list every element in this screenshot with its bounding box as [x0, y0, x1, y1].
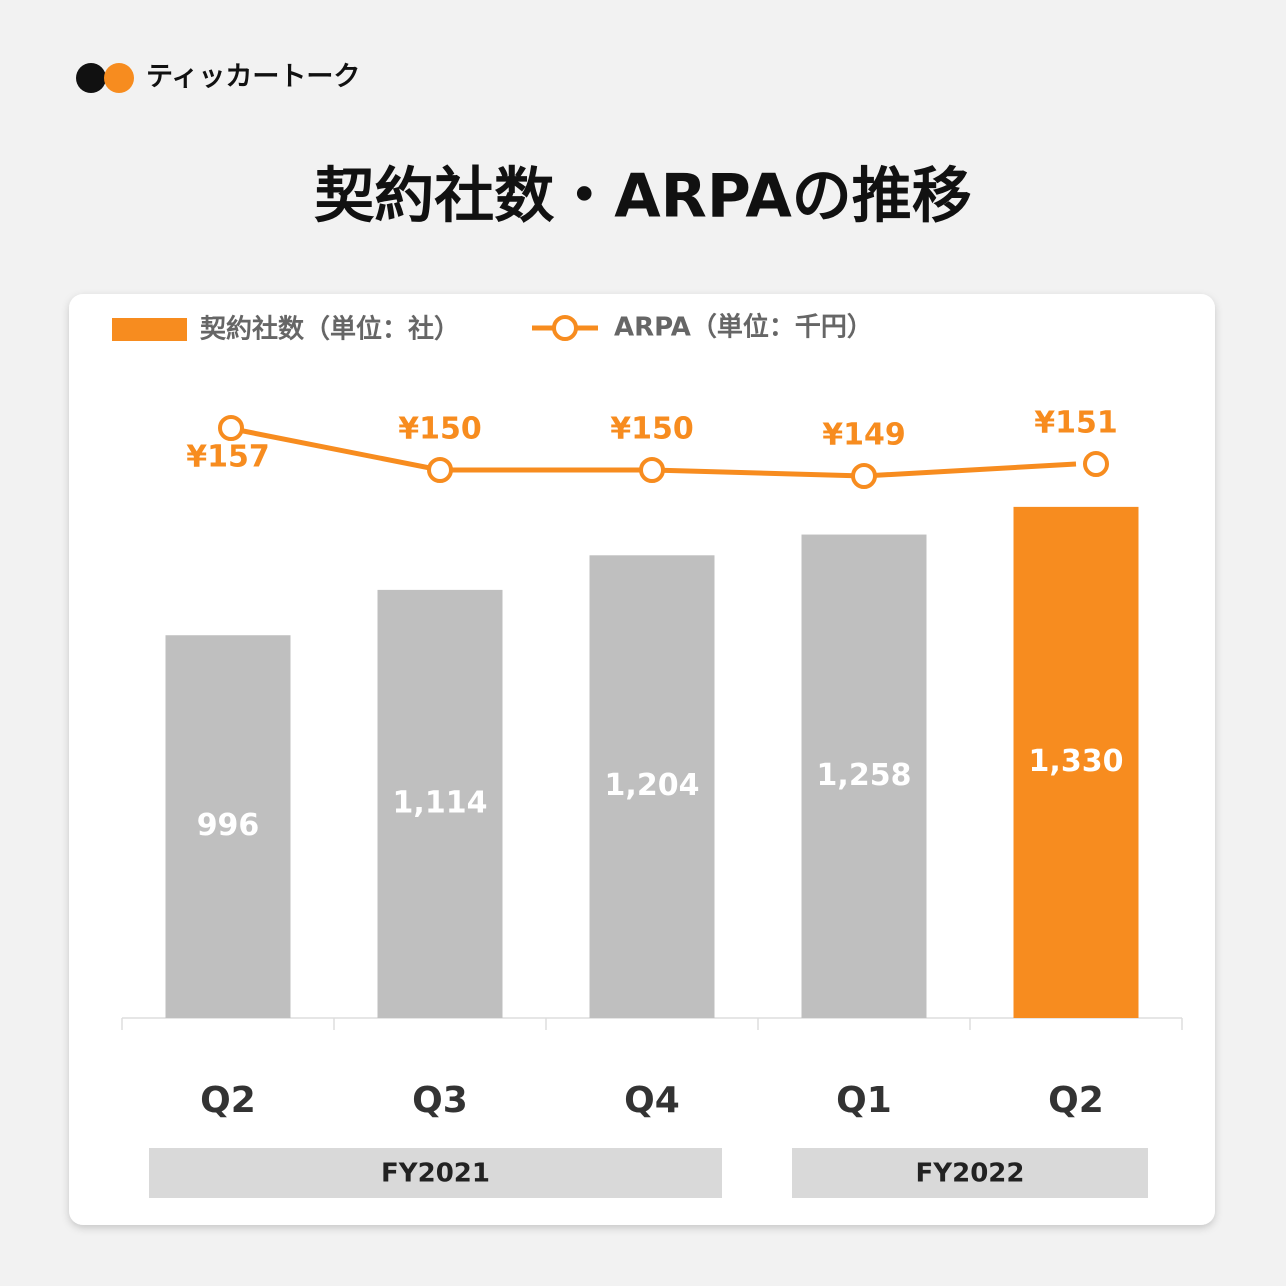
- legend-label: 契約社数（単位：社）: [199, 314, 460, 345]
- point: [1083, 451, 1109, 477]
- chart-title: 契約社数・ARPAの推移: [314, 162, 972, 232]
- x-tick-label: Q2: [1048, 1080, 1104, 1121]
- group-label: FY2021: [381, 1159, 490, 1189]
- point-label: ¥150: [610, 412, 694, 447]
- bar-label: 1,114: [393, 785, 488, 820]
- point-label: ¥149: [822, 418, 906, 453]
- point: [218, 415, 244, 441]
- point: [639, 457, 665, 483]
- legend-label: ARPA（単位：千円）: [614, 312, 873, 343]
- x-tick-label: Q2: [200, 1080, 256, 1121]
- point-label: ¥150: [398, 412, 482, 447]
- point: [851, 463, 877, 489]
- x-tick-label: Q3: [412, 1080, 468, 1121]
- group-box: [792, 1148, 1148, 1198]
- group-label: FY2022: [916, 1159, 1025, 1189]
- point-label: ¥157: [186, 440, 270, 475]
- bar: [589, 555, 715, 1018]
- x-tick-label: Q4: [624, 1080, 680, 1121]
- brand: ティッカートーク: [146, 62, 360, 93]
- bar-label: 1,330: [1029, 744, 1124, 779]
- group-box: [149, 1148, 722, 1198]
- logo-dot: [76, 63, 106, 93]
- legend-marker: [552, 315, 578, 341]
- bar-label: 1,258: [817, 758, 912, 793]
- bar-label: 1,204: [605, 768, 700, 803]
- legend-swatch: [112, 318, 187, 341]
- bar-label: 996: [197, 808, 260, 843]
- point: [427, 457, 453, 483]
- point-label: ¥151: [1034, 406, 1118, 441]
- bar: [1013, 506, 1139, 1018]
- bar: [165, 635, 291, 1018]
- logo-dot: [104, 63, 134, 93]
- bar: [377, 589, 503, 1018]
- bar: [801, 534, 927, 1018]
- x-tick-label: Q1: [836, 1080, 892, 1121]
